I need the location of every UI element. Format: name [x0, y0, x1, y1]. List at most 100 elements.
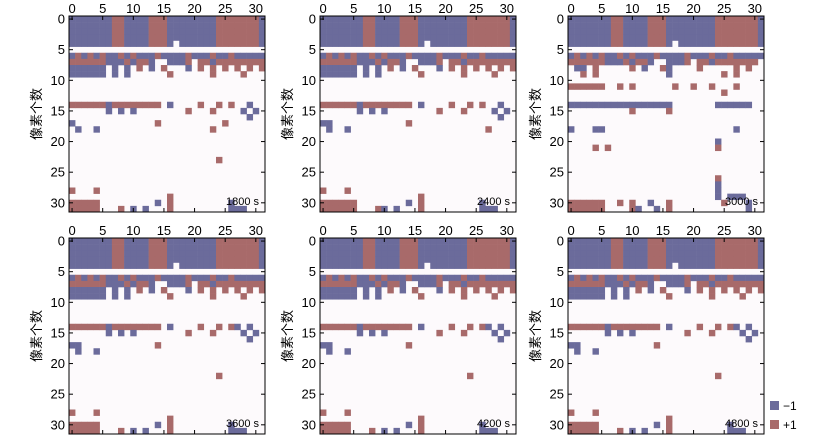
heatmap-cell: [715, 187, 722, 194]
heatmap-cell: [485, 40, 492, 47]
heatmap-cell: [105, 22, 113, 29]
heatmap-cell: [332, 427, 339, 435]
heatmap-cell: [93, 421, 100, 429]
heatmap-cell: [448, 244, 456, 251]
heatmap-cell: [99, 65, 107, 72]
heatmap-cell: [757, 22, 765, 29]
heatmap-cell: [696, 58, 704, 66]
heatmap-cell: [167, 34, 174, 41]
heatmap-cell: [678, 28, 685, 35]
heatmap-cell: [87, 65, 94, 72]
heatmap-cell: [160, 262, 168, 269]
heatmap-cell: [240, 256, 247, 263]
heatmap-cell: [715, 250, 722, 257]
heatmap-cell: [387, 16, 394, 23]
heatmap-cell: [623, 274, 630, 282]
heatmap-cell: [580, 287, 587, 294]
heatmap-cell: [460, 16, 468, 23]
heatmap-cell: [509, 256, 517, 263]
y-tick-label: 5: [309, 42, 316, 57]
heatmap-cell: [320, 274, 327, 282]
heatmap-cell: [436, 65, 443, 72]
heatmap-cell: [105, 262, 113, 269]
heatmap-cell: [424, 52, 431, 60]
heatmap-cell: [580, 280, 587, 288]
heatmap-cell: [629, 250, 636, 257]
heatmap-cell: [356, 238, 364, 245]
heatmap-cell: [99, 40, 107, 47]
heatmap-cell: [574, 262, 581, 269]
heatmap-cell: [617, 83, 624, 90]
y-tick-label: 20: [51, 356, 65, 371]
heatmap-cell: [344, 244, 351, 251]
heatmap-cell: [745, 40, 753, 47]
heatmap-cell: [393, 244, 400, 251]
heatmap-cell: [460, 65, 468, 72]
heatmap-cell: [574, 199, 581, 207]
heatmap-cell: [258, 28, 266, 35]
heatmap-cell: [350, 71, 358, 78]
heatmap-cell: [87, 293, 94, 300]
heatmap-cell: [672, 244, 679, 251]
heatmap-cell: [745, 199, 753, 207]
heatmap-cell: [617, 274, 624, 282]
heatmap-cell: [105, 329, 113, 337]
heatmap-cell: [338, 244, 345, 251]
heatmap-cell: [240, 244, 247, 251]
y-tick-label: 30: [51, 195, 65, 210]
x-tick-label: 20: [438, 1, 452, 16]
heatmap-cell: [87, 22, 94, 29]
heatmap-cell: [733, 287, 740, 294]
heatmap-cell: [659, 287, 667, 294]
heatmap-cell: [448, 58, 456, 66]
heatmap-cell: [460, 28, 468, 35]
heatmap-cell: [362, 65, 370, 72]
heatmap-cell: [623, 34, 630, 41]
heatmap-cell: [387, 323, 394, 331]
heatmap-cell: [739, 280, 746, 288]
heatmap-cell: [479, 274, 486, 282]
heatmap-cell: [418, 323, 425, 331]
heatmap-cell: [454, 34, 462, 41]
heatmap-cell: [418, 71, 425, 78]
heatmap-cell: [574, 280, 581, 288]
heatmap-cell: [678, 238, 685, 245]
y-tick-label: 10: [51, 73, 65, 88]
heatmap-cell: [381, 244, 388, 251]
heatmap-cell: [375, 28, 382, 35]
heatmap-cell: [473, 40, 480, 47]
heatmap-cell: [246, 256, 254, 263]
heatmap-cell: [666, 280, 673, 288]
heatmap-cell: [690, 83, 697, 90]
heatmap-cell: [751, 280, 759, 288]
heatmap-cell: [326, 16, 333, 23]
heatmap-cell: [148, 58, 156, 66]
heatmap-cell: [733, 256, 740, 263]
heatmap-cell: [635, 16, 642, 23]
heatmap-cell: [708, 244, 716, 251]
heatmap-cell: [75, 421, 82, 429]
x-tick-label: 10: [377, 1, 391, 16]
heatmap-cell: [641, 280, 648, 288]
heatmap-cell: [399, 58, 407, 66]
heatmap-cell: [142, 34, 149, 41]
legend: −1+1: [770, 399, 797, 432]
heatmap-cell: [320, 65, 327, 72]
heatmap-cell: [592, 250, 599, 257]
heatmap-cell: [733, 193, 740, 201]
y-tick-label: 10: [302, 73, 316, 88]
heatmap-cell: [497, 52, 505, 60]
heatmap-cell: [160, 34, 168, 41]
heatmap-cell: [617, 58, 624, 66]
heatmap-cell: [672, 83, 679, 90]
heatmap-cell: [604, 329, 612, 337]
heatmap-cell: [708, 238, 716, 245]
heatmap-cell: [160, 287, 168, 294]
heatmap-cell: [222, 256, 229, 263]
heatmap-cell: [81, 52, 88, 60]
heatmap-cell: [369, 101, 376, 109]
heatmap-cell: [696, 22, 704, 29]
heatmap-cell: [246, 244, 254, 251]
heatmap-cell: [191, 34, 198, 41]
heatmap-cell: [93, 238, 100, 245]
